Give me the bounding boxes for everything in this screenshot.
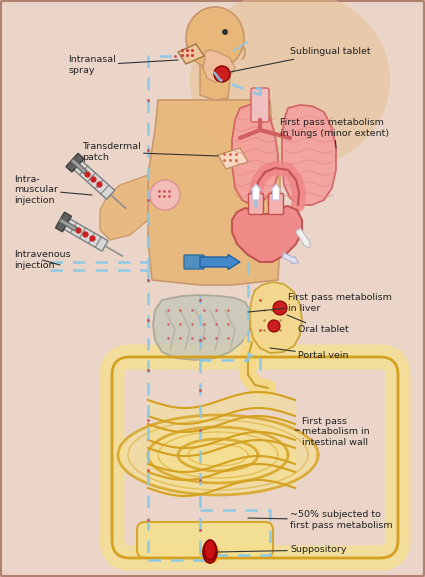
Text: Portal vein: Portal vein (270, 348, 348, 359)
Circle shape (214, 66, 230, 82)
FancyBboxPatch shape (184, 255, 204, 269)
Circle shape (222, 29, 228, 35)
Polygon shape (68, 156, 115, 199)
Polygon shape (200, 62, 232, 100)
Text: Intra-
muscular
injection: Intra- muscular injection (14, 175, 92, 205)
Ellipse shape (190, 0, 390, 170)
FancyArrow shape (295, 228, 310, 248)
Text: Intravenous
injection: Intravenous injection (14, 250, 71, 269)
Polygon shape (218, 148, 248, 169)
Text: First pass metabolism
in liver: First pass metabolism in liver (248, 293, 392, 313)
Text: First pass
metabolism in
intestinal wall: First pass metabolism in intestinal wall (295, 417, 370, 447)
Polygon shape (118, 415, 318, 495)
FancyArrow shape (282, 253, 298, 264)
Text: Oral tablet: Oral tablet (287, 315, 349, 335)
Polygon shape (100, 175, 148, 240)
Text: ~50% subjected to
first pass metabolism: ~50% subjected to first pass metabolism (248, 510, 393, 530)
Polygon shape (148, 100, 280, 285)
Polygon shape (232, 104, 278, 205)
Polygon shape (203, 50, 235, 82)
FancyArrow shape (271, 184, 281, 200)
Polygon shape (57, 215, 108, 251)
Circle shape (268, 320, 280, 332)
Polygon shape (250, 282, 302, 353)
Text: Intranasal
spray: Intranasal spray (68, 55, 178, 74)
FancyBboxPatch shape (137, 522, 273, 558)
Text: First pass metabolism
in lungs (minor extent): First pass metabolism in lungs (minor ex… (280, 118, 389, 148)
FancyBboxPatch shape (251, 88, 269, 122)
FancyBboxPatch shape (269, 193, 283, 215)
Polygon shape (178, 439, 258, 471)
Ellipse shape (199, 544, 221, 564)
Polygon shape (148, 427, 288, 483)
Text: Transdermal
patch: Transdermal patch (82, 143, 218, 162)
Polygon shape (56, 212, 71, 232)
Circle shape (150, 180, 180, 210)
Polygon shape (153, 295, 252, 360)
Polygon shape (66, 153, 84, 172)
Ellipse shape (186, 7, 244, 69)
Ellipse shape (204, 540, 216, 560)
FancyBboxPatch shape (249, 193, 264, 215)
Ellipse shape (203, 541, 217, 563)
Text: Sublingual tablet: Sublingual tablet (230, 47, 371, 72)
FancyArrow shape (251, 184, 261, 200)
Polygon shape (178, 44, 204, 64)
Polygon shape (71, 159, 87, 174)
FancyArrow shape (200, 254, 240, 269)
Text: Suppository: Suppository (216, 545, 346, 554)
Polygon shape (232, 206, 302, 262)
Circle shape (273, 301, 287, 315)
Polygon shape (59, 218, 77, 231)
Polygon shape (282, 105, 336, 205)
